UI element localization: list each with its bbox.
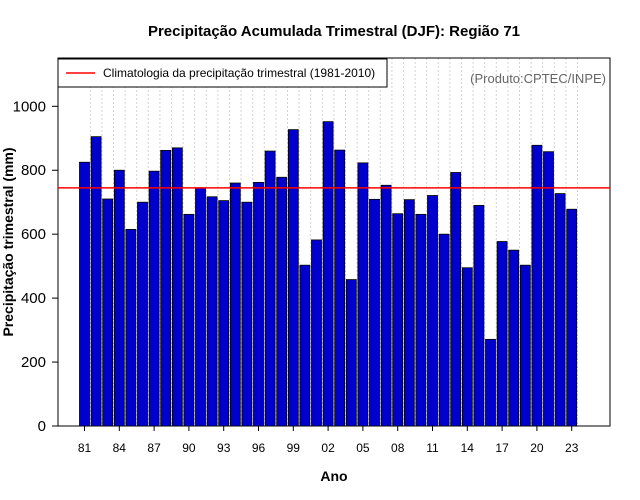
bar-18 bbox=[508, 249, 520, 427]
bar-83 bbox=[102, 198, 114, 427]
y-tick-label: 600 bbox=[21, 226, 46, 243]
chart-title: Precipitação Acumulada Trimestral (DJF):… bbox=[148, 23, 520, 40]
bars bbox=[79, 121, 578, 427]
bar-90 bbox=[183, 213, 195, 427]
x-tick-label: 05 bbox=[356, 441, 370, 455]
bar-13 bbox=[450, 172, 462, 427]
bar-87 bbox=[148, 170, 160, 427]
bar-93 bbox=[218, 200, 230, 427]
y-axis-label: Precipitação trimestral (mm) bbox=[0, 147, 16, 336]
bar-15 bbox=[473, 205, 485, 427]
x-tick-label: 90 bbox=[182, 441, 196, 455]
x-tick-label: 02 bbox=[321, 441, 335, 455]
bar-00 bbox=[299, 264, 311, 427]
x-tick-label: 84 bbox=[113, 441, 127, 455]
bar-09 bbox=[403, 199, 415, 427]
y-tick-label: 1000 bbox=[13, 98, 46, 115]
bar-19 bbox=[519, 264, 531, 427]
bar-16 bbox=[485, 338, 496, 427]
x-tick-label: 96 bbox=[252, 441, 266, 455]
bar-01 bbox=[311, 239, 322, 427]
bar-96 bbox=[253, 181, 264, 427]
bar-98 bbox=[276, 176, 288, 427]
bar-14 bbox=[461, 267, 473, 427]
bar-95 bbox=[241, 201, 253, 427]
y-tick-label: 400 bbox=[21, 290, 46, 307]
bar-10 bbox=[415, 213, 427, 427]
bar-11 bbox=[427, 195, 438, 427]
bar-05 bbox=[357, 162, 369, 427]
credit-text: (Produto:CPTEC/INPE) bbox=[470, 71, 606, 86]
bar-99 bbox=[287, 129, 299, 427]
legend-label: Climatologia da precipitação trimestral … bbox=[103, 66, 375, 80]
bar-89 bbox=[171, 147, 183, 427]
bar-82 bbox=[90, 136, 102, 427]
x-axis: 81 84 87 90 93 96 99 02 05 08 11 14 17 20 23 bbox=[78, 426, 579, 455]
bar-17 bbox=[496, 241, 508, 427]
y-tick-label: 800 bbox=[21, 162, 46, 179]
x-tick-label: 23 bbox=[565, 441, 579, 455]
x-tick-label: 20 bbox=[530, 441, 544, 455]
bar-21 bbox=[543, 151, 554, 427]
x-tick-label: 11 bbox=[426, 441, 439, 455]
bar-07 bbox=[380, 184, 392, 427]
bar-84 bbox=[113, 169, 125, 427]
legend-box bbox=[57, 58, 388, 88]
y-tick-label: 0 bbox=[38, 418, 46, 435]
vertical-grid bbox=[89, 58, 578, 426]
legend: Climatologia da precipitação trimestral … bbox=[57, 58, 388, 88]
bar-85 bbox=[125, 228, 137, 427]
x-tick-label: 81 bbox=[78, 441, 92, 455]
x-tick-label: 99 bbox=[287, 441, 301, 455]
plot-frame bbox=[57, 57, 611, 427]
bar-97 bbox=[264, 150, 276, 427]
bar-94 bbox=[229, 182, 241, 427]
bar-22 bbox=[554, 193, 566, 427]
bar-08 bbox=[392, 213, 404, 427]
x-axis-label: Ano bbox=[320, 468, 347, 484]
bar-92 bbox=[206, 196, 218, 427]
bar-91 bbox=[195, 187, 206, 427]
bar-88 bbox=[160, 150, 172, 427]
bar-86 bbox=[137, 201, 148, 427]
bar-06 bbox=[369, 198, 380, 427]
bar-02 bbox=[322, 121, 334, 427]
x-tick-label: 17 bbox=[495, 441, 509, 455]
x-tick-label: 08 bbox=[391, 441, 405, 455]
bar-12 bbox=[438, 233, 450, 427]
x-tick-label: 14 bbox=[461, 441, 475, 455]
bar-03 bbox=[334, 149, 346, 427]
x-tick-label: 87 bbox=[147, 441, 161, 455]
x-tick-label: 93 bbox=[217, 441, 231, 455]
bar-23 bbox=[566, 208, 578, 427]
bar-04 bbox=[345, 279, 357, 427]
y-axis: 0 200 400 600 800 1000 bbox=[13, 98, 58, 435]
y-tick-label: 200 bbox=[21, 354, 46, 371]
bar-81 bbox=[79, 161, 90, 427]
